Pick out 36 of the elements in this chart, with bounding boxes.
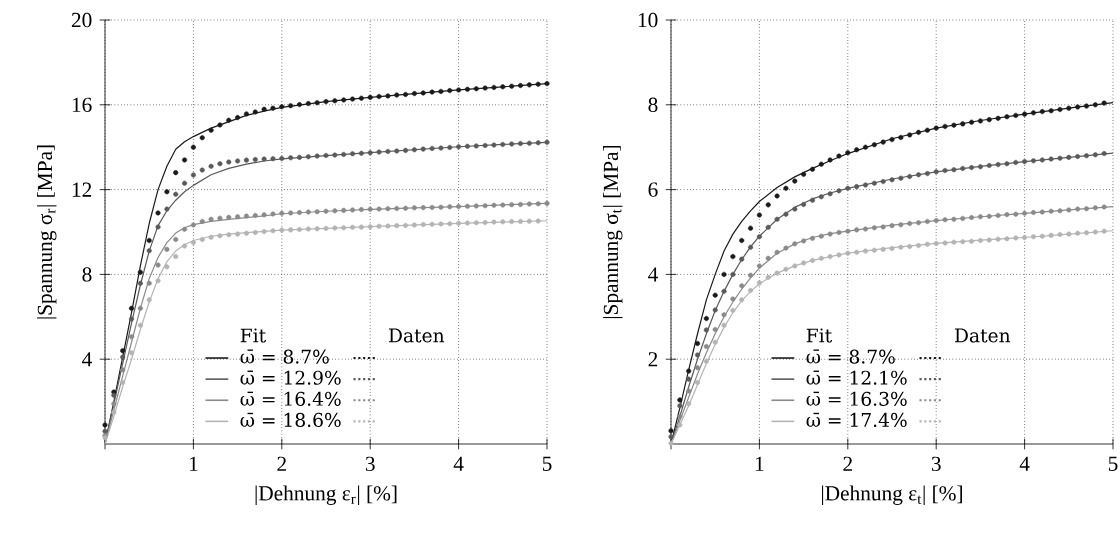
y-tick-label: 2 — [648, 352, 658, 367]
x-axis-title: |Dehnung ε$_{r}$| [%] — [255, 485, 397, 505]
legend-label: ω̄ = 8.7% — [806, 349, 895, 364]
y-tick-label: 12 — [72, 182, 92, 197]
x-tick-label: 2 — [843, 456, 852, 471]
x-tick-label: 3 — [365, 456, 375, 472]
y-tick-label: 4 — [648, 267, 658, 282]
annotation: Fit — [240, 328, 267, 343]
x-tick-label: 4 — [453, 456, 464, 471]
y-tick-label: 16 — [72, 97, 92, 112]
legend-label: ω̄ = 12.9% — [240, 370, 341, 385]
y-axis-title: |Spannung σ$_{t}$| [MPa] — [603, 145, 623, 319]
y-tick-label: 8 — [82, 267, 92, 282]
x-tick-label: 1 — [755, 456, 764, 471]
y-tick-label: 20 — [71, 12, 92, 28]
y-tick-label: 8 — [648, 97, 658, 112]
annotation: Fit — [806, 328, 833, 343]
legend-label: ω̄ = 8.7% — [240, 349, 329, 364]
legend-label: ω̄ = 17.4% — [806, 412, 907, 427]
annotation: Daten — [389, 328, 445, 343]
legend-label: ω̄ = 12.1% — [806, 370, 907, 385]
y-tick-label: 4 — [82, 352, 92, 367]
legend-label: ω̄ = 16.3% — [806, 391, 907, 406]
x-tick-label: 4 — [1019, 456, 1030, 471]
legend-label: ω̄ = 18.6% — [240, 412, 341, 427]
y-tick-label: 6 — [648, 182, 658, 197]
x-tick-label: 5 — [1108, 456, 1118, 471]
annotation: Daten — [955, 328, 1011, 343]
y-axis-title: |Spannung σ$_{r}$| [MPa] — [37, 145, 57, 319]
x-tick-label: 3 — [931, 456, 941, 472]
x-tick-label: 5 — [542, 456, 552, 471]
x-tick-label: 2 — [277, 456, 286, 471]
x-tick-label: 1 — [189, 456, 198, 471]
legend-label: ω̄ = 16.4% — [240, 391, 341, 406]
y-tick-label: 10 — [638, 12, 658, 28]
x-axis-title: |Dehnung ε$_{t}$| [%] — [822, 485, 962, 505]
